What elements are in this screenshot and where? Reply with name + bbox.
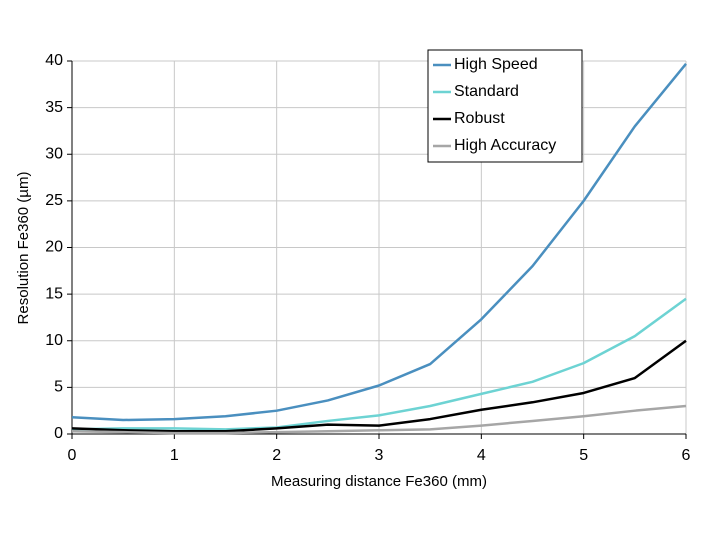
legend-label: Standard [454, 83, 519, 100]
y-tick-label: 5 [54, 379, 63, 396]
x-axis-label: Measuring distance Fe360 (mm) [271, 473, 487, 490]
y-tick-label: 30 [45, 145, 63, 162]
y-tick-label: 0 [54, 425, 63, 442]
x-tick-label: 3 [375, 447, 384, 464]
legend-label: High Accuracy [454, 137, 556, 154]
legend-label: High Speed [454, 56, 538, 73]
y-tick-label: 15 [45, 285, 63, 302]
x-tick-label: 5 [579, 447, 588, 464]
x-tick-label: 0 [68, 447, 77, 464]
y-tick-label: 10 [45, 332, 63, 349]
x-tick-label: 1 [170, 447, 179, 464]
y-tick-label: 20 [45, 239, 63, 256]
legend-box [427, 49, 583, 163]
series-line [71, 339, 687, 433]
x-tick-label: 4 [477, 447, 486, 464]
series-line [71, 404, 687, 435]
y-tick-label: 35 [45, 99, 63, 116]
series-line [71, 297, 687, 431]
y-tick-label: 40 [45, 52, 63, 69]
series-line [71, 63, 687, 422]
x-tick-label: 6 [682, 447, 691, 464]
legend-label: Robust [454, 110, 505, 127]
y-tick-label: 25 [45, 192, 63, 209]
y-axis-label: Resolution Fe360 (µm) [15, 172, 32, 325]
x-tick-label: 2 [272, 447, 281, 464]
